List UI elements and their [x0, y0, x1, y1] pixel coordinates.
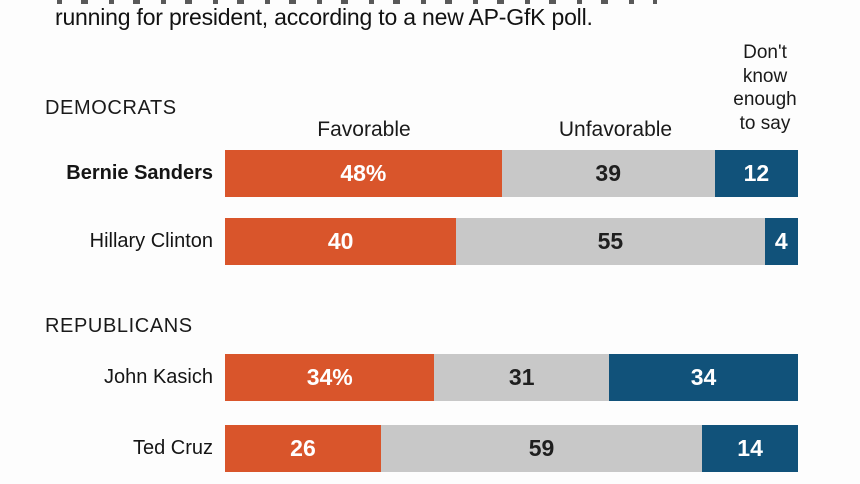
- bar-row-ted-cruz: Ted Cruz 26 59 14: [0, 425, 798, 472]
- bar-row-bernie-sanders: Bernie Sanders 48% 39 12: [0, 150, 798, 197]
- segment-unfavorable: 59: [380, 425, 703, 472]
- segment-unfavorable: 31: [434, 354, 610, 401]
- segment-dont-know: 34: [609, 354, 798, 401]
- candidate-name: Ted Cruz: [132, 437, 213, 459]
- segment-unfavorable: 55: [456, 218, 765, 265]
- segment-favorable: 40: [225, 218, 457, 265]
- stacked-bar: 34% 31 34: [225, 354, 798, 401]
- candidate-name: Bernie Sanders: [66, 162, 213, 184]
- stacked-bar: 40 55 4: [225, 218, 798, 265]
- stacked-bar: 48% 39 12: [225, 150, 798, 197]
- segment-favorable: 34%: [225, 354, 435, 401]
- candidate-name: John Kasich: [104, 366, 213, 388]
- chart-title: running for president, according to a ne…: [55, 4, 593, 30]
- column-header-favorable: Favorable: [317, 118, 411, 141]
- bar-row-john-kasich: John Kasich 34% 31 34: [0, 354, 798, 401]
- segment-dont-know: 12: [714, 150, 798, 197]
- segment-dont-know: 14: [702, 425, 798, 472]
- candidate-name: Hillary Clinton: [89, 230, 213, 252]
- cropped-line-artifact: [57, 0, 657, 4]
- column-header-dont-know: Don't know enough to say: [733, 42, 797, 134]
- segment-favorable: 48%: [225, 150, 502, 197]
- segment-unfavorable: 39: [501, 150, 715, 197]
- column-header-unfavorable: Unfavorable: [558, 118, 673, 141]
- segment-dont-know: 4: [764, 218, 798, 265]
- stacked-bar: 26 59 14: [225, 425, 798, 472]
- segment-favorable: 26: [225, 425, 381, 472]
- bar-row-hillary-clinton: Hillary Clinton 40 55 4: [0, 218, 798, 265]
- section-label-democrats: DEMOCRATS: [45, 97, 177, 119]
- section-label-republicans: REPUBLICANS: [45, 315, 193, 337]
